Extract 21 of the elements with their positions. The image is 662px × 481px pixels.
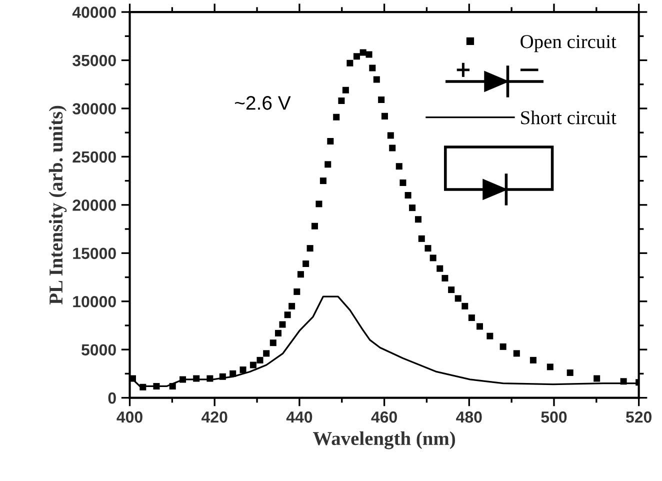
y-tick-label: 25000 — [72, 151, 116, 163]
legend-label: Short circuit — [521, 110, 616, 124]
y-tick-label: 40000 — [72, 6, 116, 18]
y-axis-title: PL Intensity (arb. units) — [48, 106, 67, 305]
x-tick-label: 400 — [116, 411, 142, 423]
x-tick-label: 500 — [541, 411, 567, 423]
x-tick-label: 480 — [456, 411, 482, 423]
x-tick-label: 440 — [286, 411, 312, 423]
y-tick-label: 10000 — [73, 296, 116, 308]
x-tick-label: 420 — [202, 411, 228, 423]
y-tick-label: 35000 — [72, 54, 116, 66]
y-tick-label: 0 — [108, 392, 116, 404]
y-tick-label: 15000 — [73, 248, 116, 260]
annotation: ~2.6 V — [234, 96, 291, 110]
x-tick-label: 460 — [371, 411, 397, 423]
legend-label: Open circuit — [520, 35, 616, 52]
y-tick-label: 20000 — [72, 200, 116, 211]
y-tick-label: 30000 — [72, 103, 116, 114]
x-tick-label: 520 — [626, 411, 652, 423]
x-axis-title: Wavelength (nm) — [313, 431, 456, 450]
y-tick-label: 5000 — [82, 344, 116, 356]
